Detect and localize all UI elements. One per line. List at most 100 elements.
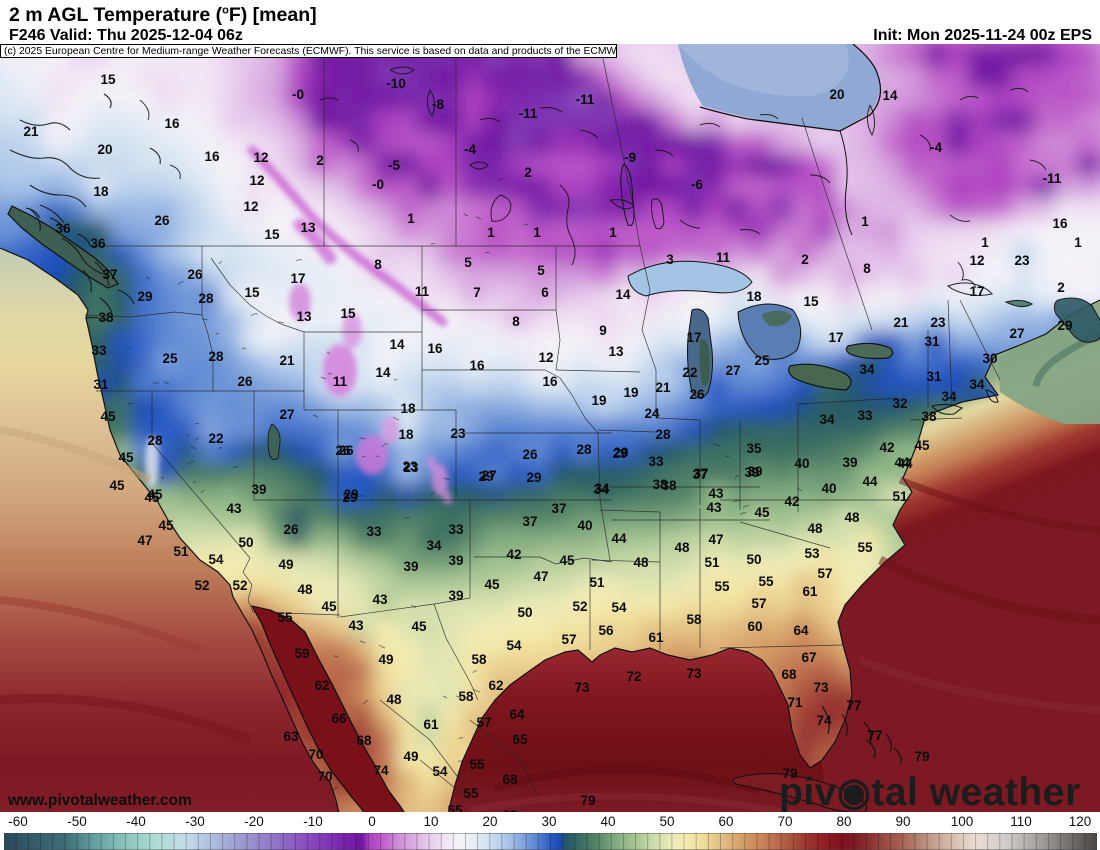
svg-text:45: 45 (158, 518, 174, 533)
svg-text:6: 6 (541, 285, 549, 300)
svg-text:27: 27 (279, 407, 294, 422)
svg-text:49: 49 (278, 557, 293, 572)
svg-text:34: 34 (593, 482, 609, 497)
svg-text:62: 62 (488, 678, 503, 693)
svg-text:1: 1 (407, 211, 415, 226)
svg-text:12: 12 (253, 150, 268, 165)
svg-text:67: 67 (801, 650, 816, 665)
svg-text:12: 12 (969, 253, 984, 268)
svg-text:19: 19 (623, 385, 638, 400)
svg-text:44: 44 (862, 474, 878, 489)
svg-text:55: 55 (469, 757, 485, 772)
svg-text:27: 27 (481, 468, 496, 483)
svg-text:8: 8 (863, 261, 871, 276)
svg-text:45: 45 (147, 487, 163, 502)
svg-text:17: 17 (828, 330, 843, 345)
svg-text:48: 48 (386, 692, 402, 707)
svg-text:50: 50 (238, 535, 253, 550)
svg-text:9: 9 (599, 323, 607, 338)
svg-text:57: 57 (561, 632, 576, 647)
svg-text:72: 72 (626, 669, 641, 684)
svg-text:53: 53 (804, 546, 820, 561)
svg-text:33: 33 (648, 454, 664, 469)
svg-text:5: 5 (464, 255, 472, 270)
svg-text:14: 14 (615, 287, 631, 302)
svg-text:45: 45 (321, 599, 337, 614)
svg-text:48: 48 (807, 521, 823, 536)
svg-text:54: 54 (208, 552, 224, 567)
svg-text:12: 12 (538, 350, 553, 365)
svg-text:51: 51 (704, 555, 720, 570)
svg-text:36: 36 (90, 236, 106, 251)
svg-text:-8: -8 (432, 97, 444, 112)
svg-text:23: 23 (450, 426, 466, 441)
svg-text:11: 11 (716, 250, 731, 265)
svg-text:18: 18 (746, 289, 762, 304)
svg-text:-0: -0 (292, 87, 304, 102)
svg-text:58: 58 (686, 612, 702, 627)
svg-text:39: 39 (251, 482, 266, 497)
svg-text:71: 71 (787, 695, 803, 710)
svg-text:20: 20 (829, 87, 844, 102)
svg-text:28: 28 (198, 291, 214, 306)
svg-text:-4: -4 (464, 142, 476, 157)
svg-text:52: 52 (572, 599, 587, 614)
svg-text:15: 15 (340, 306, 356, 321)
svg-text:73: 73 (813, 680, 829, 695)
svg-text:23: 23 (930, 315, 946, 330)
svg-text:14: 14 (389, 337, 405, 352)
svg-text:29: 29 (526, 470, 541, 485)
svg-text:26: 26 (237, 374, 253, 389)
svg-text:40: 40 (577, 518, 592, 533)
svg-text:18: 18 (400, 401, 416, 416)
svg-text:48: 48 (633, 555, 649, 570)
svg-text:28: 28 (576, 442, 592, 457)
svg-text:37: 37 (551, 501, 566, 516)
svg-text:61: 61 (648, 630, 664, 645)
svg-text:39: 39 (448, 553, 463, 568)
svg-text:25: 25 (754, 353, 770, 368)
svg-text:26: 26 (154, 213, 170, 228)
svg-text:2: 2 (524, 165, 532, 180)
svg-text:77: 77 (867, 728, 882, 743)
svg-text:18: 18 (93, 184, 109, 199)
svg-text:12: 12 (243, 199, 258, 214)
svg-text:2: 2 (1057, 280, 1065, 295)
svg-text:29: 29 (612, 446, 627, 461)
svg-text:33: 33 (366, 524, 382, 539)
svg-text:68: 68 (502, 772, 518, 787)
svg-text:77: 77 (846, 698, 861, 713)
svg-text:45: 45 (118, 450, 134, 465)
svg-text:34: 34 (594, 481, 610, 496)
svg-text:29: 29 (343, 487, 358, 502)
svg-text:26: 26 (338, 443, 354, 458)
svg-text:42: 42 (506, 547, 521, 562)
svg-text:50: 50 (517, 605, 532, 620)
svg-text:38: 38 (98, 310, 114, 325)
svg-text:44: 44 (611, 531, 627, 546)
svg-text:54: 54 (611, 600, 627, 615)
svg-text:51: 51 (173, 544, 189, 559)
svg-text:44: 44 (894, 455, 910, 470)
svg-text:31: 31 (924, 334, 940, 349)
svg-text:14: 14 (375, 365, 391, 380)
svg-text:-0: -0 (372, 177, 384, 192)
svg-text:8: 8 (512, 314, 520, 329)
svg-text:-4: -4 (930, 140, 942, 155)
svg-text:59: 59 (294, 646, 309, 661)
svg-text:1: 1 (487, 225, 495, 240)
svg-text:60: 60 (747, 619, 762, 634)
svg-text:73: 73 (574, 680, 590, 695)
svg-text:45: 45 (144, 490, 160, 505)
svg-text:14: 14 (882, 88, 898, 103)
svg-text:27: 27 (725, 363, 740, 378)
svg-text:13: 13 (296, 309, 312, 324)
svg-text:21: 21 (279, 353, 295, 368)
svg-text:15: 15 (264, 227, 280, 242)
svg-text:45: 45 (109, 478, 125, 493)
svg-text:25: 25 (162, 351, 178, 366)
svg-text:2: 2 (316, 153, 324, 168)
svg-text:54: 54 (506, 638, 522, 653)
svg-text:26: 26 (689, 387, 705, 402)
svg-text:79: 79 (580, 793, 595, 808)
